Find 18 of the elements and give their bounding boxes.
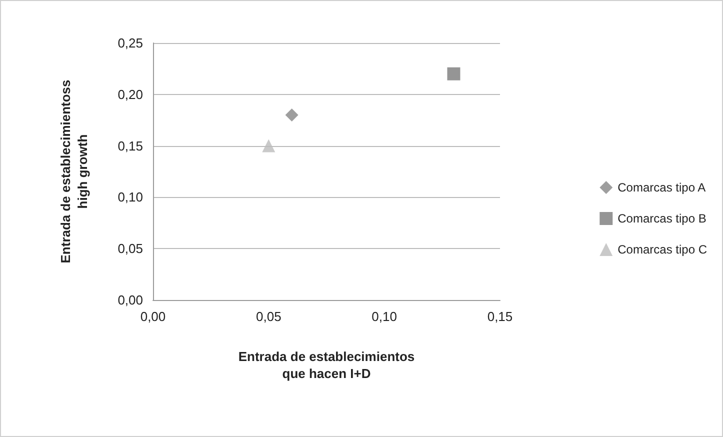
- x-tick-label: 0,15: [487, 309, 513, 324]
- legend-label: Comarcas tipo A: [618, 180, 706, 194]
- y-tick-label: 0,25: [118, 36, 143, 50]
- legend-label: Comarcas tipo B: [618, 212, 706, 226]
- y-tick-label: 0,05: [118, 241, 143, 256]
- x-tick-label: 0,10: [372, 309, 397, 324]
- legend-label: Comarcas tipo C: [618, 242, 708, 256]
- point: [447, 67, 460, 80]
- x-axis-title: Entrada de establecimientos que hacen I+D: [238, 349, 415, 381]
- y-tick-label: 0,10: [118, 190, 143, 205]
- y-axis-title: Entrada de establecimientoss high growth: [58, 80, 90, 264]
- point: [262, 139, 276, 152]
- y-tick-label: 0,15: [118, 138, 143, 154]
- y-tick-label: 0,20: [118, 86, 143, 102]
- x-tick-label: 0,00: [140, 309, 166, 324]
- y-tick-label: 0,00: [118, 292, 143, 308]
- point: [285, 108, 298, 122]
- x-tick-label: 0,05: [256, 309, 282, 324]
